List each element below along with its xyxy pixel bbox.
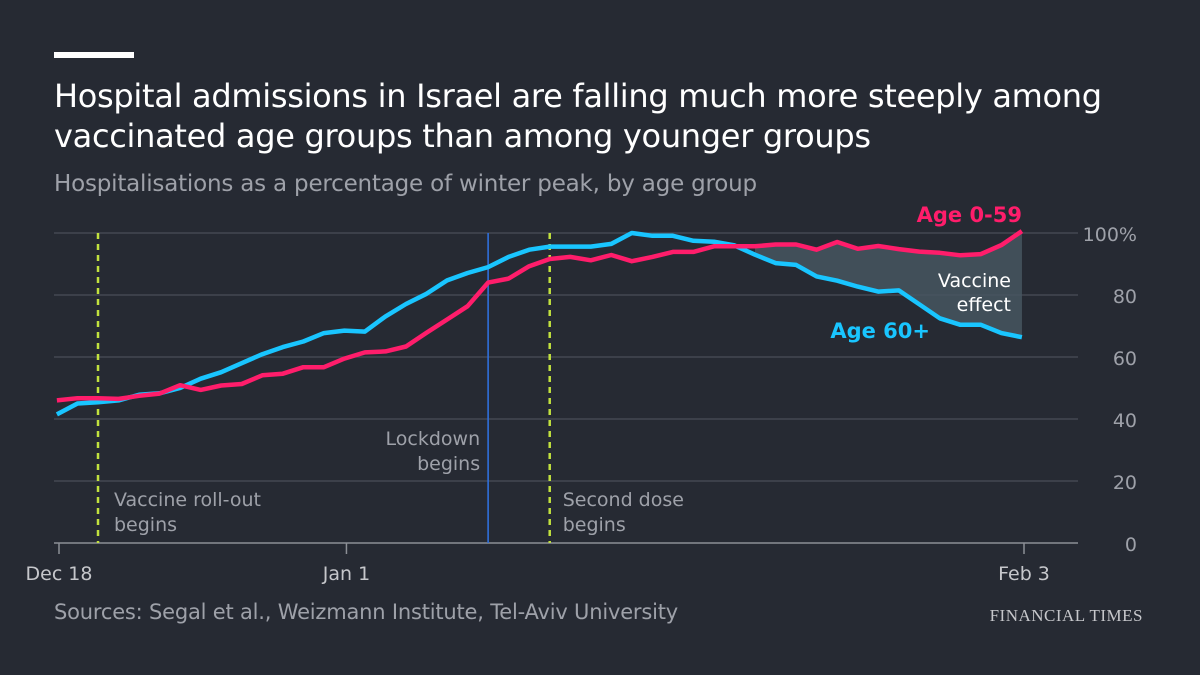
chart-labels: Vaccine roll-out begins Lockdown begins Seco… bbox=[114, 203, 1022, 536]
x-tick-label: Dec 18 bbox=[26, 563, 93, 585]
vaccine-effect-label: effect bbox=[957, 294, 1011, 316]
series-label: Age 60+ bbox=[830, 319, 930, 343]
header-accent-bar bbox=[54, 52, 134, 58]
vaccine-effect-shading bbox=[755, 231, 1022, 338]
x-tick-label: Feb 3 bbox=[998, 563, 1050, 585]
axes: 0 20 40 60 80 100% Dec 18 Jan 1 Feb 3 bbox=[26, 224, 1137, 585]
event-marker-label: Vaccine roll-out bbox=[114, 489, 261, 511]
series-line bbox=[56, 229, 1024, 403]
publisher-logo: FINANCIAL TIMES bbox=[989, 606, 1143, 625]
y-tick-label: 20 bbox=[1113, 472, 1137, 494]
event-marker-label: Second dose bbox=[563, 489, 684, 511]
chart-title: Hospital admissions in Israel are fallin… bbox=[54, 77, 1102, 155]
series-lines bbox=[55, 229, 1024, 417]
event-marker-label: begins bbox=[114, 514, 177, 536]
source-note: Sources: Segal et al., Weizmann Institut… bbox=[54, 600, 678, 624]
gridlines bbox=[54, 232, 1078, 544]
y-tick-label: 0 bbox=[1125, 534, 1137, 556]
y-tick-label: 40 bbox=[1113, 410, 1137, 432]
chart-subtitle: Hospitalisations as a percentage of wint… bbox=[54, 171, 757, 197]
y-tick-label: 80 bbox=[1113, 286, 1137, 308]
event-marker-label: begins bbox=[417, 453, 480, 475]
series-label: Age 0-59 bbox=[917, 203, 1022, 227]
event-marker-label: begins bbox=[563, 514, 626, 536]
event-marker-label: Lockdown bbox=[386, 428, 481, 450]
series-line bbox=[55, 230, 1023, 417]
y-tick-label: 100% bbox=[1083, 224, 1137, 246]
x-tick-label: Jan 1 bbox=[322, 563, 370, 585]
vaccine-effect-label: Vaccine bbox=[938, 270, 1011, 292]
vaccine-effect-area bbox=[755, 231, 1022, 338]
y-tick-label: 60 bbox=[1113, 348, 1137, 370]
